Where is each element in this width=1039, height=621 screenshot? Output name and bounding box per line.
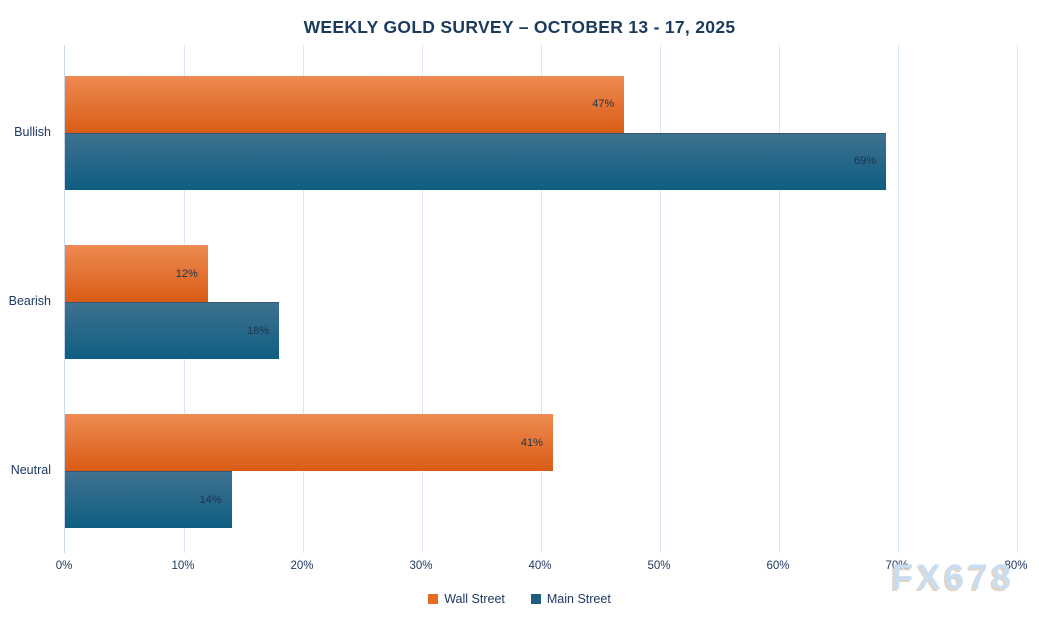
bar-neutral-wall-street: 41% [65, 414, 553, 472]
gridline-40 [540, 45, 542, 553]
x-tick-10pct: 10% [171, 560, 195, 572]
bar-bullish-wall-street: 47% [65, 75, 625, 133]
x-tick-80pct: 80% [1004, 560, 1028, 572]
bar-neutral-main-street: 14% [65, 471, 232, 529]
gridline-60 [778, 45, 780, 553]
chart-legend: Wall Street Main Street [0, 592, 1039, 606]
chart-title: WEEKLY GOLD SURVEY – OCTOBER 13 - 17, 20… [303, 17, 736, 37]
legend-swatch-icon [428, 594, 439, 604]
gridline-70 [897, 45, 899, 553]
category-label-neutral: Neutral [10, 463, 51, 478]
x-tick-40pct: 40% [528, 560, 552, 572]
gridline-80 [1016, 45, 1018, 553]
bar-value-label: 47% [592, 98, 615, 111]
bar-value-label: 14% [199, 493, 222, 506]
legend-label: Wall Street [444, 592, 505, 606]
legend-swatch-icon [530, 594, 541, 604]
x-tick-0pct: 0% [55, 560, 73, 572]
legend-item-main-street: Main Street [530, 592, 611, 606]
bar-bullish-main-street: 69% [65, 132, 887, 190]
gridline-30 [421, 45, 423, 553]
fx678-watermark: FX678 [891, 558, 1015, 597]
x-tick-30pct: 30% [409, 560, 433, 572]
x-tick-50pct: 50% [647, 560, 671, 572]
bar-value-label: 69% [854, 155, 877, 168]
bar-value-label: 12% [175, 267, 198, 280]
x-tick-20pct: 20% [290, 560, 314, 572]
gridline-50 [659, 45, 661, 553]
gridline-20 [302, 45, 304, 553]
x-tick-60pct: 60% [766, 560, 790, 572]
category-label-bullish: Bullish [14, 124, 51, 139]
bar-bearish-main-street: 18% [65, 302, 280, 359]
legend-label: Main Street [546, 592, 611, 606]
x-tick-70pct: 70% [885, 560, 909, 572]
plot-area: 47% 69% 12% 18% 41% 14% [64, 45, 1018, 553]
legend-item-wall-street: Wall Street [428, 592, 505, 606]
bar-bearish-wall-street: 12% [65, 245, 208, 302]
category-label-bearish: Bearish [8, 294, 51, 308]
bar-value-label: 41% [520, 436, 543, 449]
bar-value-label: 18% [247, 324, 270, 337]
